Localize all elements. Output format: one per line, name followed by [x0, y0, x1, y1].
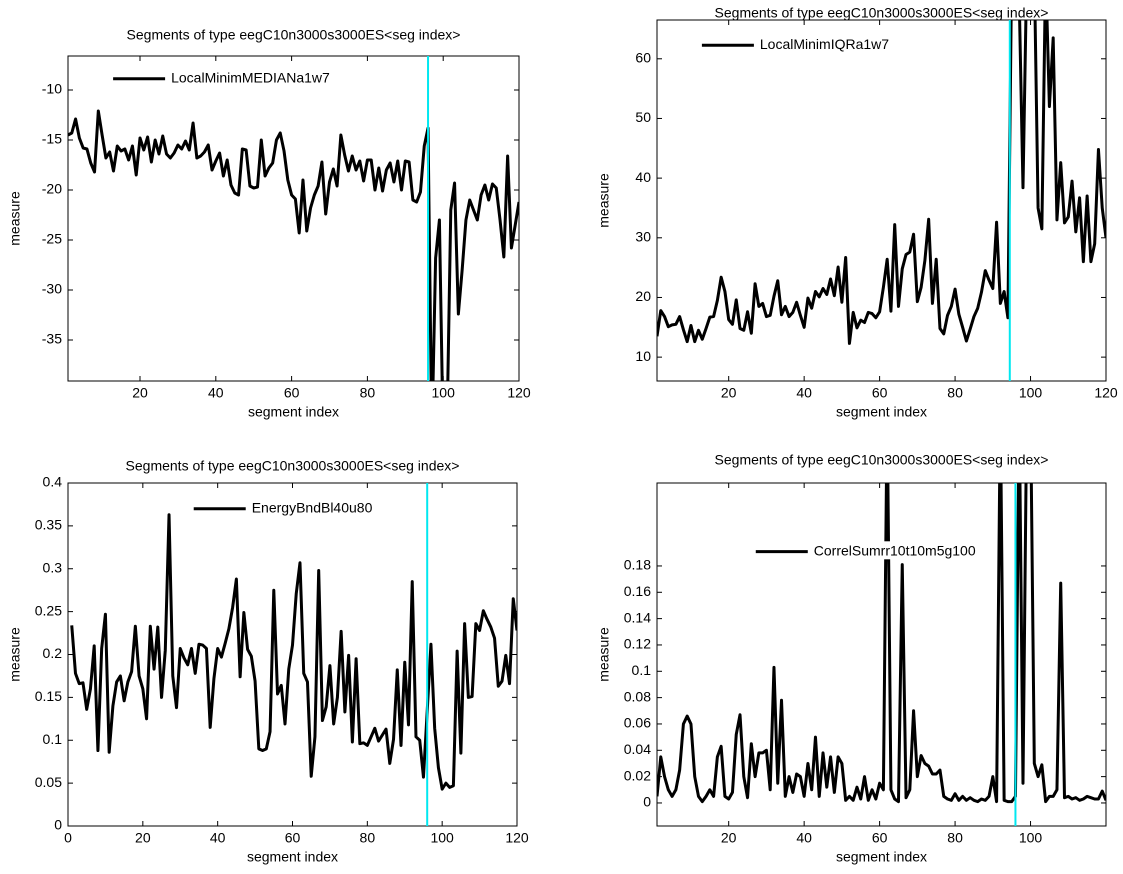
legend-background	[811, 541, 978, 560]
x-tick-label: 40	[796, 830, 812, 846]
x-tick-label: 120	[505, 830, 529, 846]
x-tick-label: 100	[1019, 385, 1043, 401]
x-axis-label: segment index	[248, 404, 339, 420]
subplot: 20 40 60 80 100 120 -35 -30 -25 -20 -15 -10 Segments…	[7, 27, 531, 420]
legend-label: LocalMinimMEDIANa1w7	[171, 69, 330, 85]
legend-label: CorrelSumrr10t10m5g100	[814, 542, 976, 558]
y-tick-label: 0	[54, 817, 62, 833]
x-tick-label: 20	[132, 385, 148, 401]
y-tick-label: 0.05	[35, 774, 62, 790]
y-tick-label: -20	[42, 181, 62, 197]
x-tick-label: 80	[947, 385, 963, 401]
y-tick-label: 0.06	[624, 715, 651, 731]
data-line	[70, 513, 517, 791]
y-tick-label: -35	[42, 331, 62, 347]
x-axis-label: segment index	[836, 849, 927, 865]
x-tick-label: 80	[360, 830, 376, 846]
y-tick-label: 30	[635, 228, 651, 244]
y-axis-label: measure	[7, 627, 23, 682]
x-tick-label: 80	[947, 830, 963, 846]
chart-title: Segments of type eegC10n3000s3000ES<seg …	[127, 27, 461, 43]
y-tick-label: 0.2	[43, 645, 63, 661]
x-tick-label: 60	[284, 385, 300, 401]
y-tick-label: 0.12	[624, 636, 651, 652]
x-tick-label: 40	[796, 385, 812, 401]
subplot: 20 40 60 80 100 0 0.02 0.04 0.06 0.08 0.1 0.12 0.14 0…	[596, 452, 1107, 865]
y-tick-label: 60	[635, 49, 651, 65]
y-axis-label: measure	[7, 191, 23, 246]
y-axis-label: measure	[596, 627, 612, 682]
x-axis-label: segment index	[247, 849, 338, 865]
y-tick-label: 50	[635, 109, 651, 125]
y-tick-label: -15	[42, 131, 62, 147]
y-tick-label: 40	[635, 169, 651, 185]
chart-title: Segments of type eegC10n3000s3000ES<seg …	[715, 5, 1049, 21]
y-tick-label: 0.16	[624, 583, 651, 599]
y-tick-label: -10	[42, 81, 62, 97]
x-tick-label: 40	[208, 385, 224, 401]
chart-title: Segments of type eegC10n3000s3000ES<seg …	[715, 452, 1049, 468]
chart-title: Segments of type eegC10n3000s3000ES<seg …	[126, 458, 460, 474]
x-tick-label: 0	[64, 830, 72, 846]
y-tick-label: 10	[635, 348, 651, 364]
y-tick-label: -30	[42, 281, 62, 297]
subplot: 20 40 60 80 100 120 10 20 30 40 50 60 Segments of ty…	[596, 5, 1118, 420]
x-tick-label: 20	[721, 385, 737, 401]
legend-label: LocalMinimIQRa1w7	[760, 36, 889, 52]
data-line	[68, 109, 519, 381]
x-tick-label: 60	[285, 830, 301, 846]
y-tick-label: 0.02	[624, 767, 651, 783]
x-tick-label: 20	[135, 830, 151, 846]
y-tick-label: 0.04	[624, 741, 651, 757]
y-tick-label: 20	[635, 288, 651, 304]
y-tick-label: 0	[643, 794, 651, 810]
y-tick-label: 0.35	[35, 517, 62, 533]
x-axis-label: segment index	[836, 404, 927, 420]
subplot: 0 20 40 60 80 100 120 0 0.05 0.1 0.15 0.2 0.25 0.3 0.3…	[7, 458, 529, 865]
y-tick-label: 0.3	[43, 559, 63, 575]
y-tick-label: 0.25	[35, 602, 62, 618]
y-tick-label: 0.08	[624, 688, 651, 704]
axes-box	[67, 55, 520, 382]
x-tick-label: 40	[210, 830, 226, 846]
y-tick-label: 0.1	[632, 662, 652, 678]
y-tick-label: 0.1	[43, 731, 63, 747]
x-tick-label: 100	[430, 830, 454, 846]
x-tick-label: 100	[1019, 830, 1043, 846]
x-tick-label: 20	[721, 830, 737, 846]
x-tick-label: 60	[872, 385, 888, 401]
y-tick-label: 0.18	[624, 557, 651, 573]
y-tick-label: -25	[42, 231, 62, 247]
x-tick-label: 120	[507, 385, 531, 401]
y-tick-label: 0.4	[43, 474, 63, 490]
legend-label: EnergyBndBl40u80	[252, 499, 373, 515]
data-line	[657, 20, 1106, 345]
data-line	[657, 483, 1106, 804]
x-tick-label: 120	[1094, 385, 1118, 401]
x-tick-label: 80	[360, 385, 376, 401]
x-tick-label: 100	[432, 385, 456, 401]
y-axis-label: measure	[596, 173, 612, 228]
x-tick-label: 60	[872, 830, 888, 846]
y-tick-label: 0.14	[624, 609, 651, 625]
y-tick-label: 0.15	[35, 688, 62, 704]
